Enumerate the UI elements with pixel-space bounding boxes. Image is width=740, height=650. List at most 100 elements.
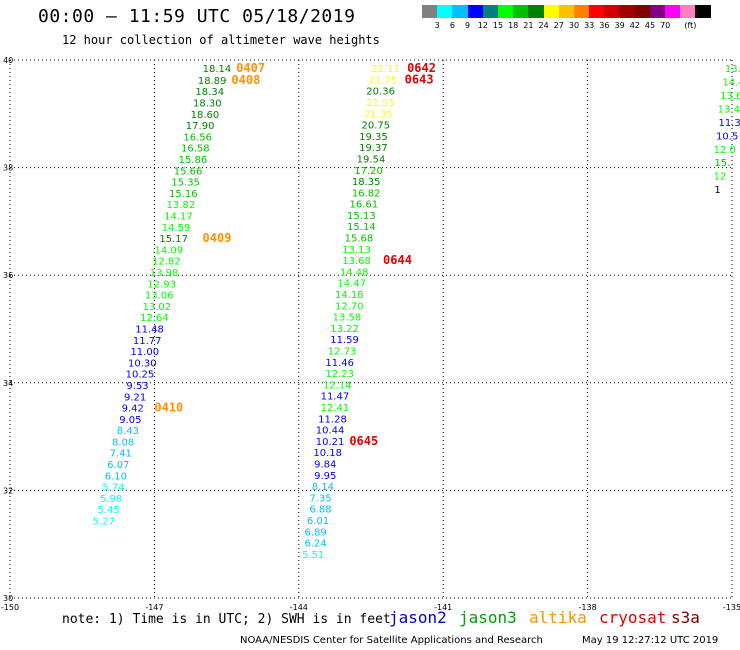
swh-value: 6.10 (105, 471, 127, 482)
scale-swatch (649, 5, 665, 18)
pass-label: 0408 (231, 73, 260, 87)
scale-label: (ft) (684, 21, 697, 30)
swh-value: 13.40 (718, 104, 740, 115)
swh-value: 16.58 (181, 144, 210, 155)
swh-value: 13.02 (142, 302, 171, 313)
scale-label: 9 (465, 21, 471, 30)
page-title: 00:00 – 11:59 UTC 05/18/2019 (38, 6, 356, 27)
y-tick-label: 36 (3, 271, 13, 280)
swh-value: 15.68 (345, 234, 374, 245)
swh-value: 15.17 (159, 234, 188, 245)
swh-value: 12 (714, 172, 727, 183)
swh-value: 13.68 (342, 256, 371, 267)
x-tick-label: -135 (723, 603, 740, 612)
swh-value: 11.3 (718, 118, 740, 129)
swh-value: 12.23 (325, 369, 354, 380)
swh-value: 10.18 (313, 448, 342, 459)
scale-swatch (543, 5, 559, 18)
legend-jason3: jason3 (459, 608, 517, 627)
swh-value: 17.90 (186, 121, 215, 132)
swh-value: 18.34 (195, 87, 224, 98)
swh-value: 11.48 (135, 324, 164, 335)
y-tick-label: 30 (3, 594, 13, 603)
scale-swatch (634, 5, 650, 18)
swh-value: 18.60 (191, 110, 220, 121)
swh-value: 9.84 (314, 460, 336, 471)
swh-value: 9.95 (314, 471, 336, 482)
pass-label: 0410 (154, 401, 183, 415)
x-tick-label: -150 (1, 603, 19, 612)
swh-value: 14.17 (164, 211, 193, 222)
swh-value: 21.55 (366, 98, 395, 109)
scale-label: 15 (492, 21, 504, 30)
swh-value: 15.66 (174, 166, 203, 177)
swh-value: 10.21 (316, 437, 345, 448)
footnote: note: 1) Time is in UTC; 2) SWH is in fe… (62, 612, 391, 627)
scale-swatch (482, 5, 498, 18)
generated-time: May 19 12:27:12 UTC 2019 (582, 635, 719, 646)
swh-value: 18.89 (198, 76, 227, 87)
scale-label: 27 (553, 21, 564, 30)
swh-value: 11.46 (325, 358, 354, 369)
x-tick-label: -138 (579, 603, 597, 612)
scale-label: 6 (449, 21, 455, 30)
scale-label: 12 (477, 21, 488, 30)
scale-label: 30 (568, 21, 580, 30)
swh-value: 8.08 (112, 437, 134, 448)
swh-value: 18.30 (193, 99, 222, 110)
swh-value: 10.5 (716, 131, 738, 142)
swh-value: 18.35 (352, 177, 381, 188)
scale-swatch (573, 5, 590, 18)
swh-value: 10.44 (316, 426, 345, 437)
scale-label: 18 (508, 21, 519, 30)
scale-swatch (604, 5, 620, 18)
scale-label: 70 (660, 21, 671, 30)
swh-value: 13.13 (342, 245, 371, 256)
swh-value: 14.18 (335, 290, 364, 301)
swh-value: 9.05 (119, 415, 141, 426)
scale-swatch (422, 5, 438, 18)
scale-label: 45 (644, 21, 656, 30)
scale-swatch (680, 5, 696, 18)
swh-value: 11.28 (318, 414, 347, 425)
swh-value: 21.75 (369, 75, 398, 86)
swh-value: 16.82 (352, 188, 381, 199)
swh-value: 17.20 (354, 166, 383, 177)
scale-swatch (528, 5, 544, 18)
scale-swatch (558, 5, 574, 18)
swh-value: 8.14 (312, 482, 334, 493)
swh-value: 19.35 (359, 132, 388, 143)
swh-value: 11.00 (130, 347, 159, 358)
swh-value: 5.51 (302, 550, 324, 561)
swh-value: 11.77 (133, 336, 162, 347)
swh-value: 9.21 (124, 392, 146, 403)
pass-label: 0643 (405, 72, 434, 86)
swh-value: 14.41 (722, 78, 740, 89)
swh-value: 16.56 (183, 132, 212, 143)
pass-label: 0645 (349, 434, 378, 448)
swh-value: 6.01 (307, 516, 329, 527)
pass-label: 0409 (203, 231, 232, 245)
swh-value: 14.48 (340, 267, 369, 278)
swh-value: 12.73 (328, 347, 357, 358)
scale-label: 42 (629, 21, 640, 30)
y-tick-label: 38 (3, 164, 13, 173)
y-tick-label: 40 (3, 56, 13, 65)
swh-value: 6.07 (107, 460, 129, 471)
swh-value: 15.35 (171, 178, 200, 189)
scale-label: 39 (614, 21, 625, 30)
swh-value: 15.13 (347, 211, 376, 222)
swh-value: 10.25 (126, 370, 155, 381)
swh-value: 19.54 (357, 154, 386, 165)
swh-value: 14.59 (162, 223, 191, 234)
legend-altika: altika (529, 608, 587, 627)
swh-value: 12.41 (321, 403, 350, 414)
swh-value: 20.75 (361, 121, 390, 132)
swh-value: 11.47 (321, 392, 350, 403)
swh-value: 12.70 (335, 301, 364, 312)
pass-label: 0644 (383, 253, 412, 267)
scale-swatch (619, 5, 635, 18)
swh-value: 15. (714, 158, 730, 169)
page-subtitle: 12 hour collection of altimeter wave hei… (62, 33, 380, 47)
y-tick-label: 34 (3, 379, 13, 388)
